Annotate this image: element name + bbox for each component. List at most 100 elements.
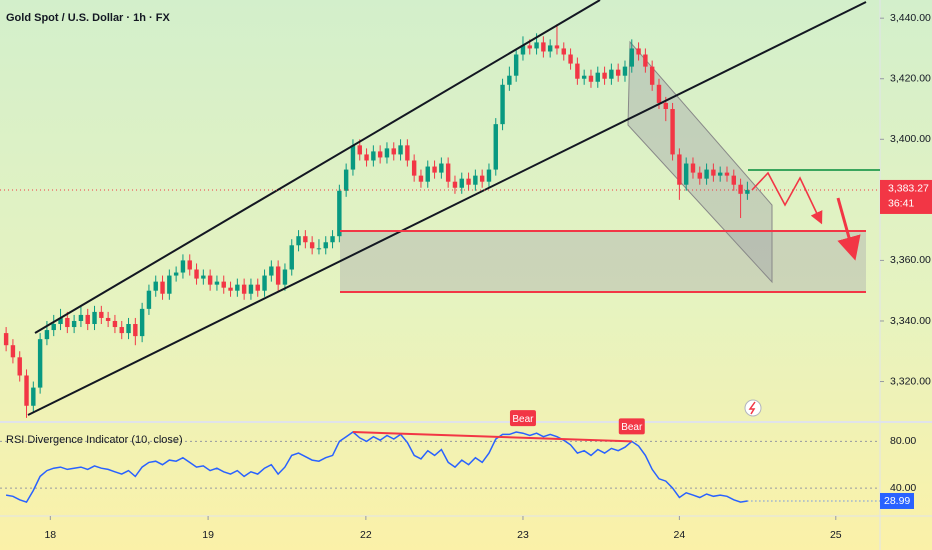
x-tick-label: 24 [674, 529, 686, 541]
candle-body [697, 172, 702, 179]
candle-body [262, 275, 267, 291]
candle-body [534, 42, 539, 49]
candle-body [153, 281, 158, 291]
candle-body [316, 248, 322, 250]
candle-body [683, 163, 689, 185]
candle-body [133, 324, 138, 337]
candle-body [568, 54, 573, 64]
last-price-label: 3,383.27 [888, 183, 929, 195]
candle-body [31, 387, 36, 406]
candle-body [500, 84, 505, 125]
candle-body [486, 169, 492, 182]
candle-body [493, 124, 498, 170]
candle-body [214, 281, 220, 285]
candle-body [112, 320, 118, 328]
candle-body [717, 172, 723, 176]
x-tick-label: 25 [830, 529, 842, 541]
candle-body [126, 324, 131, 334]
candle-body [439, 163, 444, 173]
projection-arrow [836, 197, 861, 261]
candle-body [289, 245, 294, 270]
candle-body [724, 172, 730, 176]
y-tick-label: 3,400.00 [890, 133, 931, 145]
candle-body [609, 69, 614, 79]
candle-body [527, 45, 532, 49]
projection-path [751, 171, 823, 225]
candle-body [323, 242, 328, 249]
drawings [27, 0, 880, 417]
candle-body [738, 184, 743, 194]
candle-body [711, 169, 716, 176]
candle-body [479, 175, 485, 182]
candle-body [296, 236, 301, 246]
candle-body [636, 48, 641, 55]
y-tick-label: 3,440.00 [890, 12, 931, 24]
rsi-tick-label: 40.00 [890, 482, 916, 494]
alert-bolt [748, 401, 756, 415]
candle-body [405, 145, 410, 161]
candle-body [561, 48, 566, 55]
signal-label: Bear [512, 414, 534, 425]
zone [340, 231, 866, 292]
candle-body [119, 327, 124, 334]
candle-body [160, 281, 165, 294]
candle-body [554, 45, 560, 49]
candle-body [99, 311, 104, 318]
candle-body [520, 45, 526, 55]
alert-icon[interactable] [744, 399, 762, 417]
countdown: 36:41 [888, 198, 914, 210]
candle-body [432, 166, 437, 173]
candle-body [65, 317, 70, 328]
candle-body [207, 275, 213, 285]
candle-body [411, 160, 417, 176]
candle-body [581, 75, 587, 79]
candle-body [37, 339, 43, 388]
candle-body [357, 145, 362, 155]
rsi-pane: Bear Bear [0, 410, 880, 504]
rsi-tick-label: 80.00 [890, 435, 916, 447]
candle-body [670, 109, 675, 155]
channel-upper [34, 0, 601, 334]
candle-body [173, 272, 179, 276]
candle-body [677, 154, 682, 185]
candle-body [194, 269, 199, 279]
chart-title: Gold Spot / U.S. Dollar · 1h · FX [6, 12, 170, 24]
divergence-line [352, 431, 632, 443]
candle-body [241, 284, 247, 294]
candle-body [398, 145, 403, 155]
candle-body [221, 281, 226, 288]
candle-body [588, 75, 594, 82]
candle-body [187, 260, 192, 270]
candle-body [337, 190, 342, 237]
candle-body [139, 308, 145, 337]
candles [3, 24, 750, 418]
candle-body [663, 102, 668, 110]
candle-body [629, 48, 634, 67]
candle-body [391, 148, 396, 155]
candle-body [704, 169, 709, 179]
y-tick-label: 3,420.00 [890, 73, 931, 85]
candle-body [622, 66, 628, 76]
candle-body [615, 69, 621, 76]
y-tick-label: 3,340.00 [890, 315, 931, 327]
candle-body [282, 269, 288, 285]
candle-body [595, 72, 600, 82]
candle-body [180, 260, 186, 273]
rsi-line [5, 431, 748, 504]
candle-body [167, 275, 172, 294]
candle-body [425, 166, 430, 182]
candle-body [105, 317, 111, 321]
candle-body [364, 154, 369, 161]
rsi-last-label: 28.99 [884, 495, 910, 507]
rsi-last-box [880, 492, 914, 509]
candle-body [473, 175, 478, 185]
candle-body [58, 317, 63, 325]
candle-body [330, 236, 335, 243]
y-tick-label: 3,320.00 [890, 375, 931, 387]
candle-body [44, 330, 50, 340]
candle-body [255, 284, 260, 291]
candle-body [17, 357, 22, 376]
rsi-title: RSI Divergence Indicator (10, close) [6, 434, 183, 446]
